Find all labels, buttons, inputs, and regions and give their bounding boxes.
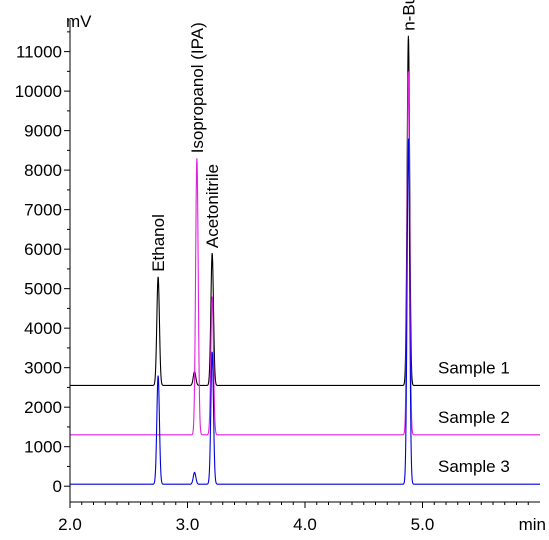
peak-label: Isopropanol (IPA): [188, 22, 207, 153]
x-axis-label: min: [519, 515, 546, 534]
x-ticks: 2.0 3.0 4.0 5.0: [58, 502, 529, 534]
y-axis-label: mV: [66, 12, 92, 31]
y-tick-label: 6000: [24, 240, 62, 259]
peak-labels: Ethanol Isopropanol (IPA) Acetonitrile n-Bu…: [149, 0, 418, 272]
y-tick-label: 7000: [24, 201, 62, 220]
series-labels: Sample 1 Sample 2 Sample 3: [438, 358, 510, 476]
y-tick-label: 5000: [24, 280, 62, 299]
peak-label: Ethanol: [149, 214, 168, 272]
series-traces: [70, 35, 540, 485]
series-label: Sample 1: [438, 358, 510, 377]
series-label: Sample 2: [438, 408, 510, 427]
y-tick-label: 8000: [24, 161, 62, 180]
x-tick-label: 4.0: [293, 515, 317, 534]
y-tick-label: 1000: [24, 438, 62, 457]
series-line-3: [70, 138, 540, 485]
peak-label: Acetonitrile: [203, 164, 222, 248]
series-label: Sample 3: [438, 457, 510, 476]
y-tick-label: 2000: [24, 398, 62, 417]
series-line-1: [70, 35, 540, 386]
axes: 0 1000 2000 3000 4000 5000 6000 7000 8000 9000 100…: [15, 12, 546, 534]
series-line-2: [70, 71, 540, 436]
y-tick-label: 0: [53, 477, 62, 496]
x-tick-label: 3.0: [176, 515, 200, 534]
y-tick-label: 11000: [16, 43, 62, 62]
y-tick-label: 4000: [24, 319, 62, 338]
y-ticks: 0 1000 2000 3000 4000 5000 6000 7000 8000 9000 100…: [15, 31, 70, 496]
y-tick-label: 10000: [15, 82, 62, 101]
x-tick-label: 5.0: [411, 515, 435, 534]
y-tick-label: 9000: [24, 122, 62, 141]
y-tick-label: 3000: [24, 359, 62, 378]
x-tick-label: 2.0: [58, 515, 82, 534]
peak-label: n-Butanol: [399, 0, 418, 31]
